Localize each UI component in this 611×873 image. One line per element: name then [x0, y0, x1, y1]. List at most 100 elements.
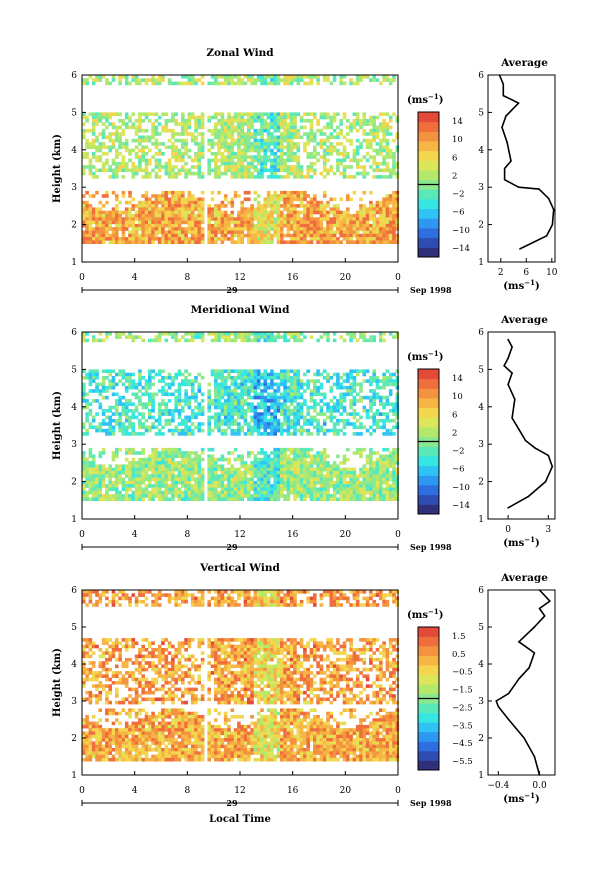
heatmap-cell [230, 78, 235, 82]
heatmap-cell [336, 152, 340, 156]
heatmap-cell [101, 376, 106, 380]
heatmap-cell [303, 197, 307, 202]
heatmap-cell [240, 395, 244, 400]
heatmap-cell [184, 145, 188, 149]
heatmap-cell [270, 204, 274, 208]
heatmap-cell [293, 422, 297, 426]
heatmap-cell [151, 122, 155, 126]
heatmap-cell [154, 204, 159, 208]
heatmap-cell [164, 457, 169, 462]
heatmap-cell [101, 480, 106, 485]
heatmap-cell [95, 471, 99, 475]
heatmap-cell [108, 487, 112, 492]
heatmap-cell [395, 487, 400, 492]
heatmap-cell [134, 230, 139, 235]
heatmap-cell [240, 125, 244, 130]
heatmap-cell [280, 494, 284, 498]
heatmap-cell [289, 125, 294, 130]
heatmap-cell [223, 385, 228, 390]
heatmap-cell [124, 389, 129, 393]
heatmap-cell [124, 425, 129, 430]
heatmap-cell [233, 385, 238, 390]
heatmap-cell [243, 467, 248, 472]
heatmap-cell [230, 240, 235, 244]
heatmap-cell [280, 422, 284, 426]
heatmap-cell [164, 207, 169, 211]
heatmap-cell [276, 487, 281, 492]
heatmap-cell [220, 494, 225, 498]
heatmap-cell [124, 200, 129, 205]
heatmap-cell [266, 385, 271, 390]
heatmap-cell [369, 415, 373, 420]
heatmap-cell [151, 471, 155, 475]
average-profile-point [517, 186, 520, 188]
heatmap-cell [247, 168, 251, 173]
heatmap-cell [313, 487, 317, 492]
heatmap-cell [124, 81, 129, 86]
heatmap-cell [154, 454, 159, 459]
heatmap-cell [217, 385, 221, 390]
heatmap-cell [319, 480, 324, 485]
heatmap-cell [197, 474, 202, 478]
heatmap-cell [375, 135, 380, 140]
heatmap-cell [190, 112, 195, 116]
heatmap-cell [256, 467, 261, 472]
heatmap-cell [382, 382, 386, 387]
heatmap-cell [346, 165, 350, 169]
heatmap-cell [250, 158, 254, 163]
heatmap-cell [220, 204, 225, 208]
heatmap-cell [131, 372, 136, 377]
heatmap-cell [286, 190, 291, 195]
heatmap-cell [227, 128, 231, 133]
heatmap-cell [355, 227, 360, 231]
heatmap-cell [382, 119, 386, 123]
heatmap-cell [134, 392, 139, 397]
heatmap-cell [263, 161, 268, 166]
heatmap-cell [280, 382, 284, 387]
heatmap-cell [382, 233, 386, 238]
heatmap-cell [98, 220, 103, 225]
heatmap-cell [187, 81, 192, 86]
heatmap-cell [280, 227, 284, 231]
heatmap-cell [385, 490, 390, 495]
heatmap-cell [184, 461, 188, 465]
heatmap-cell [141, 214, 145, 218]
heatmap-cell [270, 175, 274, 179]
heatmap-cell [313, 405, 317, 410]
heatmap-cell [253, 207, 258, 211]
heatmap-cell [111, 217, 116, 221]
heatmap-cell [230, 175, 235, 179]
heatmap-cell [379, 484, 383, 488]
heatmap-cell [359, 158, 363, 163]
heatmap-cell [289, 122, 294, 126]
heatmap-cell [379, 477, 383, 482]
heatmap-cell [283, 197, 287, 202]
heatmap-cell [256, 497, 261, 501]
heatmap-cell [214, 135, 218, 140]
heatmap-cell [266, 409, 271, 413]
heatmap-cell [82, 214, 86, 218]
heatmap-cell [339, 217, 343, 221]
heatmap-cell [266, 382, 271, 387]
heatmap-cell [273, 233, 277, 238]
heatmap-cell [190, 240, 195, 244]
heatmap-cell [346, 447, 350, 452]
heatmap-cell [266, 115, 271, 120]
heatmap-cell [309, 112, 314, 116]
heatmap-cell [322, 376, 327, 380]
heatmap-cell [322, 422, 327, 426]
heatmap-cell [95, 78, 99, 82]
heatmap-cell [326, 379, 330, 383]
heatmap-cell [237, 122, 241, 126]
heatmap-cell [164, 161, 169, 166]
heatmap-cell [174, 474, 178, 478]
heatmap-cell [177, 395, 182, 400]
heatmap-cell [181, 471, 185, 475]
heatmap-cell [299, 233, 304, 238]
heatmap-cell [273, 125, 277, 130]
heatmap-cell [289, 128, 294, 133]
heatmap-cell [339, 412, 343, 416]
heatmap-cell [385, 461, 390, 465]
heatmap-cell [190, 497, 195, 501]
heatmap-cell [369, 494, 373, 498]
